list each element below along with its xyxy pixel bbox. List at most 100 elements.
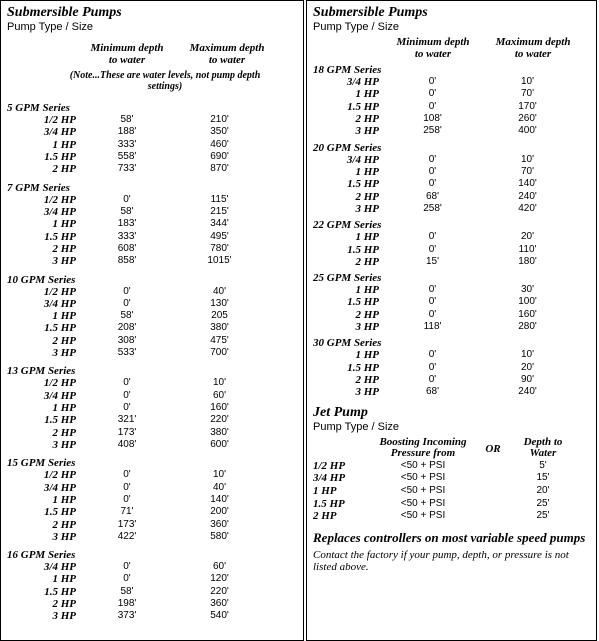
jet-title: Jet Pump <box>313 405 590 421</box>
data-row: 2 HP0'160' <box>313 309 590 321</box>
jet-hp-label: 3/4 HP <box>313 472 368 485</box>
min-depth-value: 0' <box>385 154 480 166</box>
hp-label: 3 HP <box>313 125 385 137</box>
max-depth-value: 205 <box>172 310 267 322</box>
col-header-max: Maximum depthto water <box>483 37 583 60</box>
min-depth-value: 0' <box>82 561 172 573</box>
hp-label: 1/2 HP <box>7 286 82 298</box>
hp-label: 3/4 HP <box>7 298 82 310</box>
hp-label: 1 HP <box>313 88 385 100</box>
jet-data-row: 1/2 HP<50 + PSI5' <box>313 460 590 473</box>
hp-label: 2 HP <box>7 598 82 610</box>
max-depth-value: 1015' <box>172 255 267 267</box>
hp-label: 1.5 HP <box>313 244 385 256</box>
data-row: 3 HP118'280' <box>313 321 590 333</box>
panel-subtitle: Pump Type / Size <box>313 21 590 33</box>
data-row: 2 HP198'360' <box>7 598 297 610</box>
max-depth-value: 215' <box>172 206 267 218</box>
data-row: 3 HP68'240' <box>313 386 590 398</box>
hp-label: 1 HP <box>7 310 82 322</box>
hp-label: 3/4 HP <box>7 390 82 402</box>
max-depth-value: 580' <box>172 531 267 543</box>
min-depth-value: 0' <box>385 178 480 190</box>
hp-label: 1.5 HP <box>313 101 385 113</box>
data-row: 1.5 HP0'100' <box>313 296 590 308</box>
min-depth-value: 118' <box>385 321 480 333</box>
max-depth-value: 40' <box>172 286 267 298</box>
data-row: 1 HP0'140' <box>7 494 297 506</box>
contact-text: Contact the factory if your pump, depth,… <box>313 549 590 573</box>
hp-label: 2 HP <box>313 309 385 321</box>
max-depth-value: 780' <box>172 243 267 255</box>
hp-label: 3/4 HP <box>313 76 385 88</box>
left-panel: Submersible PumpsPump Type / SizeMinimum… <box>0 0 304 641</box>
max-depth-value: 690' <box>172 151 267 163</box>
min-depth-value: 0' <box>385 166 480 178</box>
data-row: 2 HP68'240' <box>313 191 590 203</box>
hp-label: 1.5 HP <box>313 178 385 190</box>
max-depth-value: 110' <box>480 244 575 256</box>
series-title-22-gpm-series: 22 GPM Series <box>313 219 590 231</box>
hp-label: 1 HP <box>7 139 82 151</box>
col-header-min: Minimum depthto water <box>77 43 177 66</box>
col-header-min: Minimum depthto water <box>383 37 483 60</box>
max-depth-value: 130' <box>172 298 267 310</box>
min-depth-value: 0' <box>385 309 480 321</box>
data-row: 1 HP0'10' <box>313 349 590 361</box>
hp-label: 1 HP <box>313 166 385 178</box>
hp-label: 3 HP <box>7 531 82 543</box>
min-depth-value: 558' <box>82 151 172 163</box>
replace-text: Replaces controllers on most variable sp… <box>313 531 590 545</box>
data-row: 3/4 HP0'130' <box>7 298 297 310</box>
jet-data-row: 1 HP<50 + PSI20' <box>313 485 590 498</box>
hp-label: 3 HP <box>313 386 385 398</box>
data-row: 1/2 HP0'40' <box>7 286 297 298</box>
series-title-15-gpm-series: 15 GPM Series <box>7 457 297 469</box>
data-row: 1/2 HP58'210' <box>7 114 297 126</box>
max-depth-value: 460' <box>172 139 267 151</box>
hp-label: 1/2 HP <box>7 377 82 389</box>
data-row: 3/4 HP0'60' <box>7 390 297 402</box>
max-depth-value: 170' <box>480 101 575 113</box>
series-title-16-gpm-series: 16 GPM Series <box>7 549 297 561</box>
max-depth-value: 360' <box>172 519 267 531</box>
min-depth-value: 858' <box>82 255 172 267</box>
min-depth-value: 733' <box>82 163 172 175</box>
hp-label: 3/4 HP <box>7 561 82 573</box>
min-depth-value: 0' <box>385 231 480 243</box>
header-spacer <box>313 37 383 60</box>
hp-label: 3 HP <box>7 439 82 451</box>
max-depth-value: 10' <box>480 154 575 166</box>
jet-data-row: 1.5 HP<50 + PSI25' <box>313 498 590 511</box>
data-row: 3 HP422'580' <box>7 531 297 543</box>
min-depth-value: 0' <box>385 76 480 88</box>
min-depth-value: 68' <box>385 191 480 203</box>
series-title-7-gpm-series: 7 GPM Series <box>7 182 297 194</box>
min-depth-value: 0' <box>385 284 480 296</box>
jet-subtitle: Pump Type / Size <box>313 421 590 433</box>
max-depth-value: 360' <box>172 598 267 610</box>
min-depth-value: 0' <box>385 374 480 386</box>
max-depth-value: 30' <box>480 284 575 296</box>
hp-label: 1.5 HP <box>7 151 82 163</box>
max-depth-value: 90' <box>480 374 575 386</box>
hp-label: 3 HP <box>313 321 385 333</box>
min-depth-value: 373' <box>82 610 172 622</box>
data-row: 1.5 HP0'110' <box>313 244 590 256</box>
data-row: 3/4 HP0'10' <box>313 76 590 88</box>
panel-subtitle: Pump Type / Size <box>7 21 297 33</box>
hp-label: 3/4 HP <box>7 206 82 218</box>
max-depth-value: 700' <box>172 347 267 359</box>
max-depth-value: 420' <box>480 203 575 215</box>
max-depth-value: 200' <box>172 506 267 518</box>
min-depth-value: 0' <box>82 194 172 206</box>
data-row: 3 HP258'420' <box>313 203 590 215</box>
data-row: 3/4 HP0'60' <box>7 561 297 573</box>
min-depth-value: 15' <box>385 256 480 268</box>
jet-depth-value: 25' <box>508 510 578 523</box>
panel-title: Submersible Pumps <box>313 5 590 21</box>
data-row: 3 HP258'400' <box>313 125 590 137</box>
jet-data-row: 2 HP<50 + PSI25' <box>313 510 590 523</box>
min-depth-value: 71' <box>82 506 172 518</box>
header-spacer <box>7 43 77 66</box>
